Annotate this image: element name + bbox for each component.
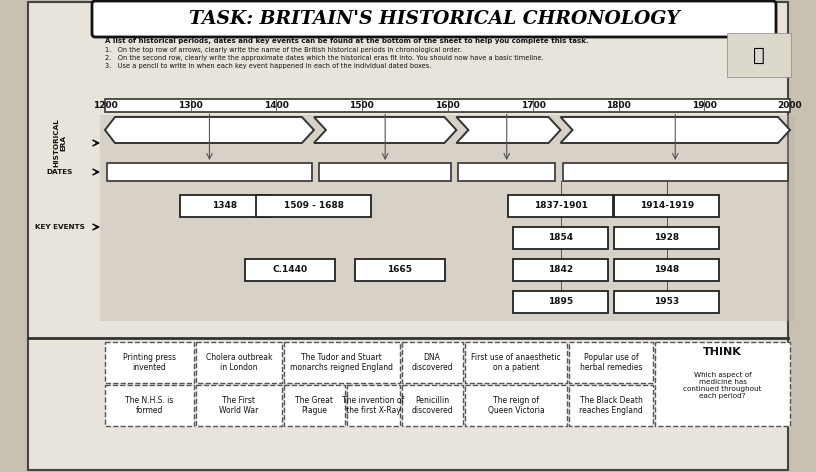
Text: First use of anaesthetic
on a patient: First use of anaesthetic on a patient [471, 353, 561, 372]
FancyBboxPatch shape [105, 342, 194, 383]
Text: 1842: 1842 [548, 265, 573, 275]
FancyBboxPatch shape [401, 385, 463, 426]
FancyBboxPatch shape [562, 163, 788, 181]
FancyBboxPatch shape [459, 163, 555, 181]
FancyBboxPatch shape [284, 342, 400, 383]
Text: 1665: 1665 [387, 265, 412, 275]
FancyBboxPatch shape [284, 385, 344, 426]
Text: 1.   On the top row of arrows, clearly write the name of the British historical : 1. On the top row of arrows, clearly wri… [105, 47, 462, 53]
FancyBboxPatch shape [28, 2, 788, 470]
Text: 3.   Use a pencil to write in when each key event happened in each of the indivi: 3. Use a pencil to write in when each ke… [105, 63, 432, 69]
Text: 1914-1919: 1914-1919 [640, 202, 694, 211]
FancyBboxPatch shape [513, 259, 608, 281]
FancyBboxPatch shape [196, 342, 282, 383]
Text: The Tudor and Stuart
monarchs reigned England: The Tudor and Stuart monarchs reigned En… [290, 353, 393, 372]
Polygon shape [314, 117, 456, 143]
Text: 2.   On the second row, clearly write the approximate dates which the historical: 2. On the second row, clearly write the … [105, 55, 543, 61]
Text: Popular use of
herbal remedies: Popular use of herbal remedies [580, 353, 642, 372]
Text: Cholera outbreak
in London: Cholera outbreak in London [206, 353, 273, 372]
FancyBboxPatch shape [570, 342, 653, 383]
FancyBboxPatch shape [401, 342, 463, 383]
Text: Which aspect of
medicine has
continued throughout
each period?: Which aspect of medicine has continued t… [683, 372, 762, 399]
Text: 1500: 1500 [349, 101, 375, 110]
Polygon shape [561, 117, 790, 143]
FancyBboxPatch shape [256, 195, 371, 217]
Text: 1600: 1600 [435, 101, 460, 110]
FancyBboxPatch shape [180, 195, 270, 217]
FancyBboxPatch shape [319, 163, 451, 181]
Text: A list of historical periods, dates and key events can be found at the bottom of: A list of historical periods, dates and … [105, 38, 589, 44]
Text: 1953: 1953 [654, 297, 679, 306]
FancyBboxPatch shape [513, 291, 608, 313]
Text: 1900: 1900 [692, 101, 716, 110]
Text: 1800: 1800 [606, 101, 631, 110]
FancyBboxPatch shape [655, 342, 790, 426]
FancyBboxPatch shape [107, 163, 312, 181]
FancyBboxPatch shape [105, 385, 194, 426]
Text: C.1440: C.1440 [273, 265, 308, 275]
Text: The Black Death
reaches England: The Black Death reaches England [579, 396, 643, 415]
Text: Penicillin
discovered: Penicillin discovered [411, 396, 453, 415]
Text: 2000: 2000 [778, 101, 802, 110]
Text: 1348: 1348 [212, 202, 237, 211]
FancyBboxPatch shape [92, 1, 776, 37]
Text: KEY EVENTS: KEY EVENTS [35, 224, 85, 230]
Text: 1700: 1700 [521, 101, 546, 110]
Text: 1928: 1928 [654, 234, 679, 243]
FancyBboxPatch shape [347, 385, 400, 426]
Text: Printing press
invented: Printing press invented [123, 353, 176, 372]
FancyBboxPatch shape [464, 385, 567, 426]
Text: The invention of
the first X-Ray: The invention of the first X-Ray [342, 396, 404, 415]
FancyBboxPatch shape [245, 259, 335, 281]
Text: The reign of
Queen Victoria: The reign of Queen Victoria [488, 396, 544, 415]
Text: THINK: THINK [703, 347, 742, 357]
FancyBboxPatch shape [105, 99, 790, 111]
Text: 1200: 1200 [93, 101, 118, 110]
FancyBboxPatch shape [100, 115, 795, 321]
FancyBboxPatch shape [196, 385, 282, 426]
Polygon shape [105, 117, 314, 143]
FancyBboxPatch shape [727, 33, 791, 77]
Polygon shape [456, 117, 561, 143]
Text: TASK: BRITAIN'S HISTORICAL CHRONOLOGY: TASK: BRITAIN'S HISTORICAL CHRONOLOGY [188, 10, 680, 28]
Text: 1895: 1895 [548, 297, 573, 306]
FancyBboxPatch shape [464, 342, 567, 383]
FancyBboxPatch shape [614, 195, 719, 217]
FancyBboxPatch shape [614, 291, 719, 313]
Text: 1854: 1854 [548, 234, 573, 243]
FancyBboxPatch shape [513, 227, 608, 249]
Text: 1948: 1948 [654, 265, 680, 275]
Text: DATES: DATES [47, 169, 73, 175]
Text: 1400: 1400 [264, 101, 289, 110]
FancyBboxPatch shape [614, 227, 719, 249]
FancyBboxPatch shape [570, 385, 653, 426]
Text: The N.H.S. is
formed: The N.H.S. is formed [126, 396, 174, 415]
Text: The First
World War: The First World War [220, 396, 259, 415]
Text: 1837-1901: 1837-1901 [534, 202, 588, 211]
FancyBboxPatch shape [354, 259, 445, 281]
Text: 🧴: 🧴 [753, 45, 765, 65]
FancyBboxPatch shape [614, 259, 719, 281]
Text: HISTORICAL
ERA: HISTORICAL ERA [54, 118, 66, 168]
Text: 1300: 1300 [178, 101, 203, 110]
Text: The Great
Plague: The Great Plague [295, 396, 333, 415]
FancyBboxPatch shape [508, 195, 613, 217]
Text: DNA
discovered: DNA discovered [411, 353, 453, 372]
Text: 1509 - 1688: 1509 - 1688 [284, 202, 344, 211]
